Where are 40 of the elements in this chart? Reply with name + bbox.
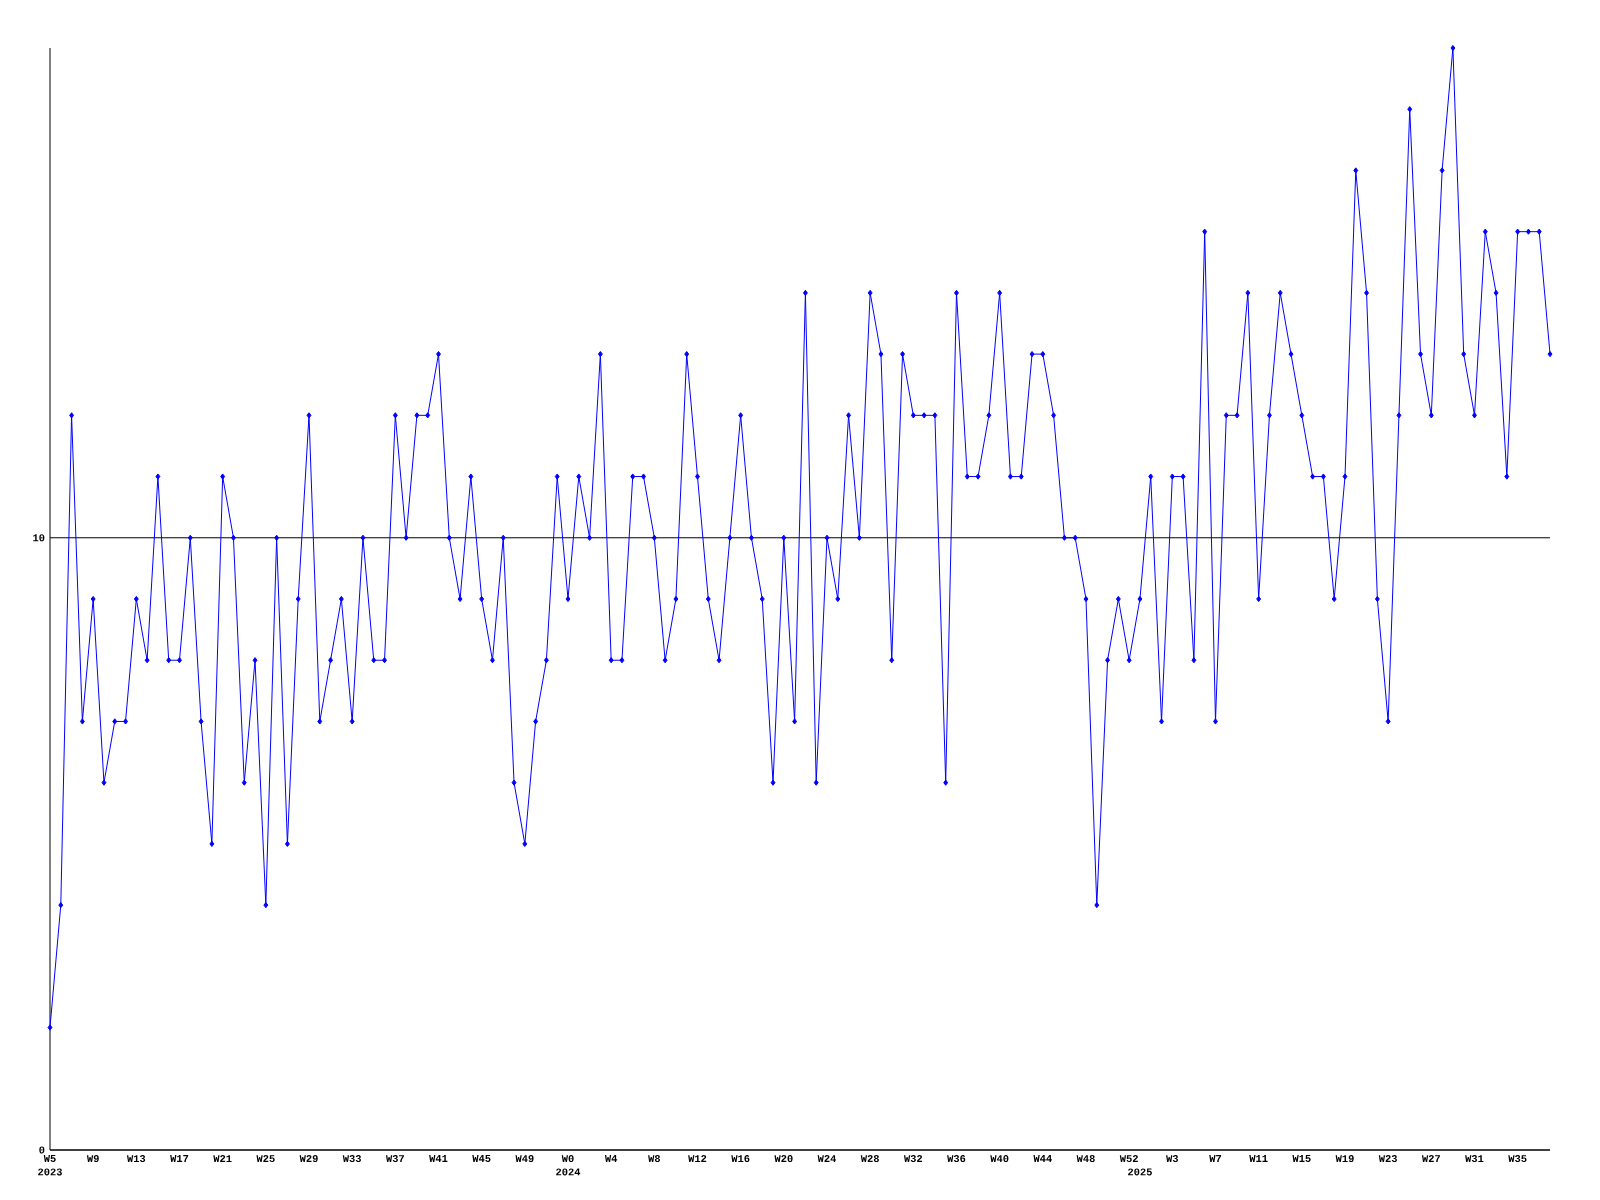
x-tick-label: W29 [299,1155,318,1163]
x-tick-label: W31 [1465,1155,1484,1163]
x-tick-label: W7 [1209,1155,1222,1162]
x-tick-label: W48 [1076,1155,1095,1163]
x-tick-label: W33 [342,1155,361,1163]
x-tick-label: W5 [43,1155,56,1162]
text: 2023 [38,1168,62,1176]
y-tick-label: 0 [39,1146,45,1154]
x-tick-label: W11 [1249,1155,1268,1162]
x-tick-label: W20 [774,1155,793,1163]
x-tick-label: W0 [561,1155,574,1163]
x-tick-label: W24 [817,1155,837,1162]
x-tick-label: W9 [86,1155,99,1163]
x-tick-label: W12 [688,1155,707,1162]
x-tick-label: W15 [1292,1155,1311,1162]
x-tick-label: W16 [731,1155,750,1163]
x-tick-label: W23 [1378,1155,1397,1163]
x-tick-label: W28 [860,1155,879,1163]
x-tick-label: W8 [648,1155,661,1163]
text: 2025 [1128,1168,1152,1176]
text: 2024 [556,1168,581,1176]
x-tick-label: W3 [1166,1155,1179,1163]
x-tick-label: W27 [1421,1155,1440,1162]
x-tick-label: W52 [1119,1155,1138,1163]
x-tick-label: W17 [170,1155,189,1162]
x-tick-label: W36 [947,1155,966,1163]
x-tick-label: W49 [515,1155,534,1163]
x-tick-label: W13 [126,1155,146,1163]
x-tick-label: W45 [472,1155,491,1162]
x-tick-label: W35 [1508,1155,1527,1163]
x-tick-label: W32 [903,1155,923,1163]
x-tick-label: W19 [1335,1155,1354,1163]
x-tick-label: W21 [213,1155,232,1162]
x-tick-label: W4 [604,1155,618,1162]
y-tick-label: 10 [33,534,45,542]
x-tick-label: W40 [990,1155,1009,1163]
x-tick-label: W41 [429,1155,448,1162]
x-tick-label: W25 [256,1155,275,1163]
x-tick-label: W44 [1033,1155,1052,1162]
x-tick-label: W37 [385,1155,405,1163]
